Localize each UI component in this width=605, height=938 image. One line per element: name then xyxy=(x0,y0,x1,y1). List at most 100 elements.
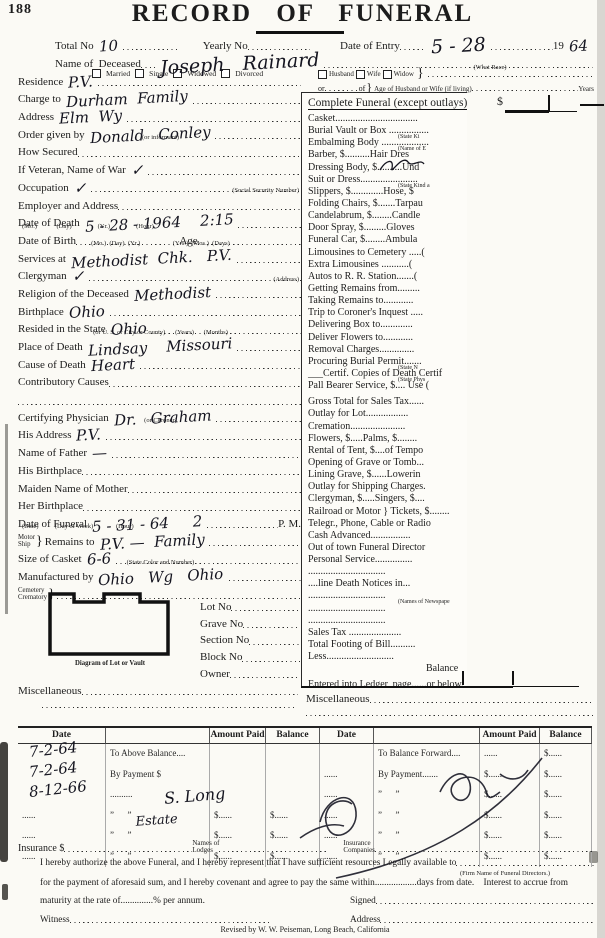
field-label: Contributory Causes xyxy=(18,376,109,389)
field-label: Date of Funeral xyxy=(18,517,88,530)
left-field-column: Residence P.V. Charge to Durham Family Addre… xyxy=(18,70,301,601)
insurance-row: Insurance $ Names of Lodges Insurance Comp… xyxy=(18,838,594,854)
spouse-block: Husband Wife Widow} or of } Age of Husband… xyxy=(318,67,594,93)
ledger-cell: $...... xyxy=(480,785,540,806)
margin-dash xyxy=(580,104,604,106)
ledger-cell: ” ” xyxy=(106,826,210,847)
field-label: Certifying Physician xyxy=(18,411,109,424)
charge-item: Burial Vault or Box ................ (Sta… xyxy=(308,125,467,140)
form-field: Order given by Donald Conley (or informant… xyxy=(18,123,301,147)
form-field: Her Birthplace xyxy=(18,495,301,513)
form-field: Manufactured by Ohio Wg Ohio xyxy=(18,565,301,589)
ledger-cell: By Payment....... xyxy=(374,764,480,785)
checkbox-label: Single xyxy=(149,69,169,78)
ledger-cell: ...... xyxy=(320,846,374,867)
insurance-companies-label: Insurance Companies xyxy=(343,839,375,854)
charge-item: Complete Funeral (except outlays) xyxy=(308,97,467,113)
field-label: Employer and Address xyxy=(18,199,119,212)
ledger-dates-handwriting: 7-2-64 7-2-64 8-12-66 xyxy=(24,738,92,801)
lot-field: Lot No xyxy=(200,596,300,613)
charge-item-text: Candelabrum, $........Candle xyxy=(308,210,421,222)
scan-mark xyxy=(2,884,8,900)
form-field: Employer and Address xyxy=(18,194,301,212)
stacked-label: Cemetery Crematory xyxy=(18,587,47,601)
charge-item: Taking Remains to............ xyxy=(308,295,467,307)
stacked-label: Motor Ship xyxy=(18,534,35,548)
insurance-label: Insurance $ xyxy=(18,843,65,854)
field-label: Charge to xyxy=(18,93,61,106)
witness-row: Witness xyxy=(40,915,272,925)
names-of-lodges-label: Names of Lodges xyxy=(192,839,220,854)
handwritten-value: P.V. — Family xyxy=(99,529,205,554)
charge-item-text: Barber, $..........Hair Dres xyxy=(308,149,409,161)
form-field: Date of Funeral 5 - 31 - 64 2 P. M. (Date) … xyxy=(18,512,301,536)
authorization-text-line1: I hereby authorize the above Funeral, an… xyxy=(40,858,594,868)
ledger-cell: ...... xyxy=(18,805,106,826)
charge-item-text: Door Spray, $.........Gloves xyxy=(308,222,415,234)
charge-item: Trip to Coroner's Inquest ..... xyxy=(308,307,467,319)
total-no-label: Total No xyxy=(55,40,94,52)
dotted-leader xyxy=(229,669,300,680)
charge-item: Barber, $..........Hair Dres xyxy=(308,149,467,161)
stacked-label-part: Crematory xyxy=(18,593,48,601)
charge-item-text: Outlay for Lot................. xyxy=(308,408,409,420)
dotted-leader xyxy=(64,844,193,854)
ledger-tick xyxy=(462,671,464,685)
field-sub-note: (or informant) xyxy=(141,134,179,142)
signed-row: Signed xyxy=(350,896,594,906)
dotted-leader xyxy=(238,219,301,230)
dotted-leader xyxy=(112,449,301,460)
charge-item-text: Opening of Grave or Tomb... xyxy=(308,456,425,468)
checkbox-label: Wife xyxy=(366,70,381,78)
dotted-leader xyxy=(109,307,301,318)
field-label: Date of Death xyxy=(18,217,80,230)
brace: } xyxy=(36,533,43,549)
form-field xyxy=(18,388,301,407)
field-sub-note: (or Coroner) xyxy=(144,417,177,425)
lot-field-label: Section No xyxy=(200,634,250,647)
charge-item-text: Extra Limousines ...........( xyxy=(308,258,413,270)
ledger-cell xyxy=(266,744,320,765)
ledger-cell xyxy=(210,764,266,785)
payment-ledger: Date Amount Paid Balance Date Amount Paid Bal… xyxy=(18,726,592,867)
dotted-leader xyxy=(127,113,301,124)
charge-item: Personal Service............... xyxy=(308,554,467,566)
charge-item-text: Deliver Flowers to............ xyxy=(308,331,413,343)
ledger-cell: $...... xyxy=(266,846,320,867)
charge-item-text: Suit or Dress....................... xyxy=(308,173,418,185)
charge-item: Lining Grave, $......Lowerin xyxy=(308,469,467,481)
ledger-cell: ” ” xyxy=(374,805,480,826)
ledger-header-cell xyxy=(374,728,480,744)
dotted-leader xyxy=(209,537,301,548)
yearly-no-label: Yearly No xyxy=(202,40,248,52)
handwritten-value: Durham Family xyxy=(65,87,189,112)
form-field: Religion of the Deceased Methodist xyxy=(18,282,301,305)
ledger-header-cell: Date xyxy=(320,728,374,744)
form-field: His Birthplace xyxy=(18,459,301,477)
checkbox-married xyxy=(92,69,101,78)
dotted-leader xyxy=(118,201,301,212)
charge-item-text: Railroad or Motor } Tickets, $........ xyxy=(308,505,450,517)
ledger-cell xyxy=(18,785,106,806)
checkbox-label: Married xyxy=(106,69,131,78)
lot-field-label: Grave No xyxy=(200,617,244,630)
ledger-cell: $...... xyxy=(540,764,592,785)
field-label: Order given by xyxy=(18,128,85,141)
stacked-label-part: Motor xyxy=(18,533,35,541)
charge-sub-note: (State N xyxy=(398,364,418,371)
authorization-text-line3: maturity at the rate of..............% p… xyxy=(40,896,205,906)
charge-item-text: ___Certif. Copies of Death Certif xyxy=(308,367,443,379)
charge-item: Clergyman, $.....Singers, $.... xyxy=(308,493,467,505)
dotted-leader xyxy=(243,619,300,630)
dotted-leader xyxy=(77,148,301,159)
form-field: Birthplace Ohio xyxy=(18,300,301,322)
charge-item: Sales Tax ..................... xyxy=(308,627,467,639)
dotted-leader xyxy=(399,42,426,52)
charge-item: Slippers, $.............Hose, $ xyxy=(308,186,467,198)
charge-item: Rental of Tent, $....of Tempo xyxy=(308,445,467,457)
charge-item: Dressing Body, $..........Und xyxy=(308,159,467,174)
dotted-leader xyxy=(380,915,594,925)
lot-field: Grave No xyxy=(200,613,300,630)
form-field: His Address P.V. xyxy=(18,424,301,445)
amount-rule xyxy=(549,111,577,112)
